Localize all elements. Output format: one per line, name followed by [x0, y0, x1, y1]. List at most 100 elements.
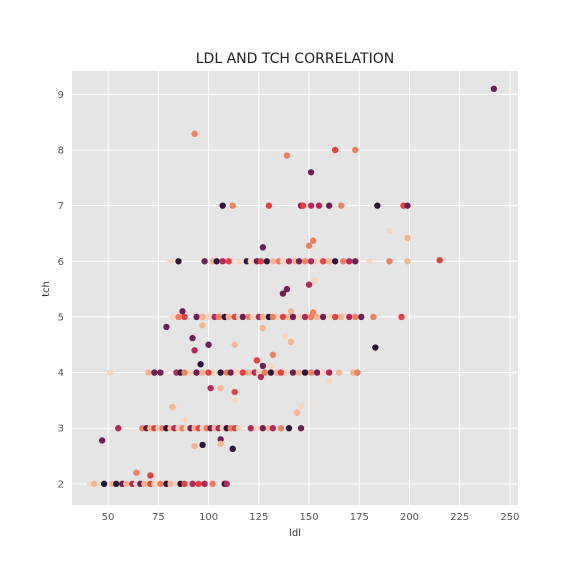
scatter-point: [269, 425, 277, 432]
x-tick-label: 175: [350, 512, 369, 523]
scatter-point: [191, 130, 198, 138]
scatter-point: [98, 437, 106, 444]
scatter-point: [217, 384, 224, 392]
scatter-point: [169, 403, 176, 411]
scatter-point: [219, 202, 226, 209]
scatter-point: [199, 313, 206, 321]
scatter-point: [289, 369, 297, 376]
scatter-point: [259, 244, 267, 251]
scatter-point: [151, 369, 158, 376]
scatter-point: [239, 369, 246, 376]
scatter-point: [167, 258, 174, 265]
scatter-point: [269, 313, 277, 321]
scatter-point: [313, 369, 321, 376]
scatter-point: [340, 258, 347, 265]
scatter-point: [253, 425, 261, 432]
scatter-point: [338, 313, 345, 321]
scatter-point: [229, 202, 236, 209]
x-tick-label: 200: [400, 512, 419, 523]
scatter-point: [285, 258, 293, 265]
scatter-point: [267, 369, 275, 376]
scatter-point: [285, 425, 293, 432]
scatter-point: [287, 338, 295, 346]
scatter-point: [239, 313, 246, 321]
scatter-point: [358, 313, 365, 321]
scatter-point: [319, 313, 327, 321]
scatter-point: [313, 313, 321, 321]
scatter-point: [187, 369, 194, 376]
scatter-points: [86, 85, 498, 488]
chart-title: LDL AND TCH CORRELATION: [196, 51, 394, 67]
scatter-point: [259, 425, 267, 432]
scatter-point: [436, 256, 443, 264]
scatter-point: [181, 313, 188, 321]
scatter-point: [265, 202, 273, 209]
scatter-point: [404, 202, 411, 209]
scatter-point: [267, 362, 275, 370]
scatter-point: [249, 313, 257, 321]
scatter-point: [181, 480, 188, 488]
scatter-point: [123, 480, 130, 488]
scatter-point: [225, 258, 232, 265]
scatter-point: [247, 425, 255, 432]
scatter-point: [175, 313, 182, 321]
scatter-point: [299, 202, 307, 209]
scatter-point: [257, 258, 265, 265]
scatter-point: [269, 351, 277, 358]
scatter-point: [259, 362, 267, 370]
x-tick-label: 125: [249, 512, 268, 523]
scatter-point: [287, 308, 295, 315]
scatter-point: [193, 313, 200, 321]
scatter-point: [331, 146, 339, 154]
y-axis-label: tch: [41, 281, 52, 297]
scatter-point: [211, 369, 218, 376]
scatter-point: [307, 313, 315, 321]
scatter-point: [305, 281, 313, 288]
scatter-point: [352, 258, 359, 265]
scatter-point: [325, 258, 333, 265]
scatter-point: [297, 425, 305, 432]
scatter-point: [213, 258, 220, 265]
scatter-point: [205, 341, 212, 348]
scatter-point: [315, 202, 323, 209]
y-tick-label: 7: [58, 201, 64, 212]
scatter-point: [325, 313, 333, 321]
y-tick-label: 2: [58, 479, 64, 490]
scatter-point: [257, 373, 265, 381]
scatter-point: [307, 369, 315, 376]
scatter-point: [191, 442, 198, 450]
scatter-point: [215, 313, 222, 321]
scatter-point: [205, 313, 212, 321]
scatter-point: [279, 313, 287, 321]
scatter-point: [169, 313, 176, 321]
scatter-point: [325, 377, 333, 385]
y-tick-label: 8: [58, 146, 64, 157]
scatter-point: [175, 258, 182, 265]
scatter-point: [309, 237, 317, 244]
scatter-point: [289, 313, 297, 321]
scatter-point: [398, 313, 405, 321]
y-tick-label: 6: [58, 257, 64, 268]
scatter-point: [490, 85, 498, 93]
scatter-point: [293, 409, 301, 416]
scatter-point: [205, 369, 212, 376]
scatter-point: [374, 202, 381, 209]
scatter-point: [346, 313, 353, 321]
scatter-point: [145, 369, 152, 376]
scatter-point: [263, 258, 271, 265]
y-tick-label: 4: [58, 368, 64, 379]
scatter-point: [231, 341, 238, 348]
scatter-point: [335, 369, 343, 376]
scatter-point: [233, 369, 240, 376]
x-axis-label: ldl: [289, 528, 301, 539]
scatter-point: [307, 202, 315, 209]
scatter-point: [404, 258, 411, 265]
scatter-point: [167, 480, 174, 488]
scatter-point: [112, 480, 120, 488]
scatter-point: [277, 425, 285, 432]
scatter-point: [269, 258, 277, 265]
scatter-point: [283, 369, 291, 376]
scatter-point: [147, 472, 154, 479]
x-tick-labels: 50 75 100 125 150 175 200 225 250: [102, 512, 520, 523]
